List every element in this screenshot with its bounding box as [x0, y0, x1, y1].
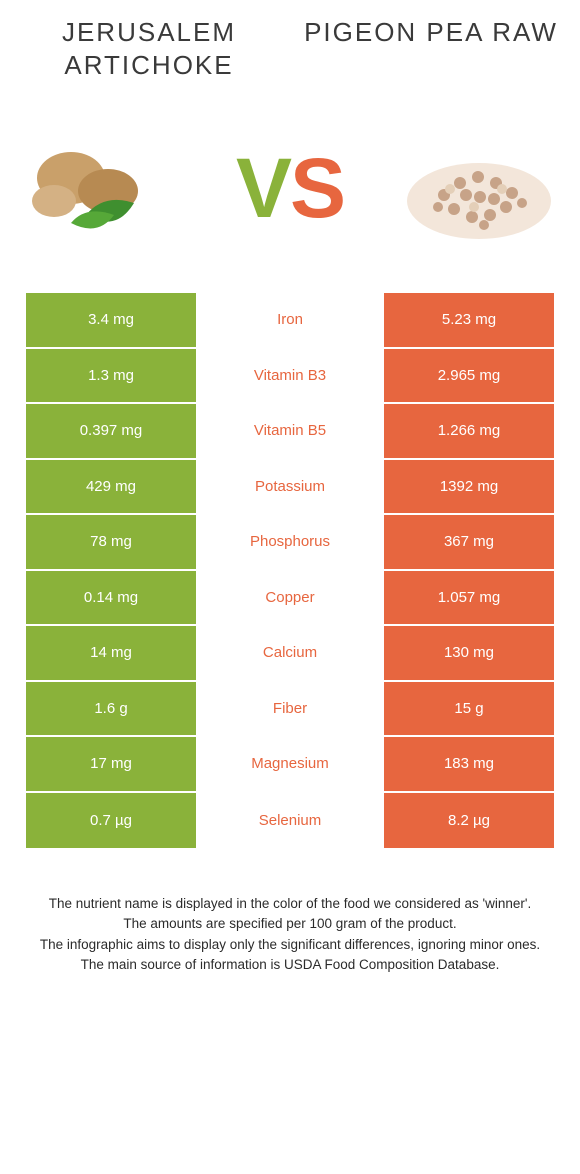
left-value: 14 mg	[26, 626, 196, 680]
footer-line: The infographic aims to display only the…	[36, 935, 544, 955]
table-row: 14 mgCalcium130 mg	[26, 626, 554, 682]
right-food-title: Pigeon Pea Raw	[290, 8, 572, 89]
right-value: 130 mg	[384, 626, 554, 680]
left-value: 1.6 g	[26, 682, 196, 736]
right-value: 15 g	[384, 682, 554, 736]
nutrient-name: Magnesium	[196, 737, 384, 791]
table-row: 0.14 mgCopper1.057 mg	[26, 571, 554, 627]
nutrient-name: Vitamin B3	[196, 349, 384, 403]
right-value: 1.057 mg	[384, 571, 554, 625]
right-value: 367 mg	[384, 515, 554, 569]
vs-v: V	[236, 140, 290, 237]
table-row: 3.4 mgIron5.23 mg	[26, 293, 554, 349]
nutrient-name: Calcium	[196, 626, 384, 680]
left-value: 0.397 mg	[26, 404, 196, 458]
footer-line: The main source of information is USDA F…	[36, 955, 544, 975]
left-value: 0.7 µg	[26, 793, 196, 849]
right-value: 183 mg	[384, 737, 554, 791]
table-row: 0.7 µgSelenium8.2 µg	[26, 793, 554, 849]
left-food-title: Jerusalem Artichoke	[8, 8, 290, 89]
table-row: 0.397 mgVitamin B51.266 mg	[26, 404, 554, 460]
left-value: 78 mg	[26, 515, 196, 569]
vs-row: VS	[8, 123, 572, 253]
vs-s: S	[290, 140, 344, 237]
left-value: 0.14 mg	[26, 571, 196, 625]
nutrient-name: Vitamin B5	[196, 404, 384, 458]
nutrient-table: 3.4 mgIron5.23 mg1.3 mgVitamin B32.965 m…	[8, 293, 572, 848]
table-row: 1.6 gFiber15 g	[26, 682, 554, 738]
right-value: 1.266 mg	[384, 404, 554, 458]
right-value: 5.23 mg	[384, 293, 554, 347]
right-value: 2.965 mg	[384, 349, 554, 403]
nutrient-name: Potassium	[196, 460, 384, 514]
left-food-image	[16, 123, 186, 253]
nutrient-name: Phosphorus	[196, 515, 384, 569]
header: Jerusalem Artichoke Pigeon Pea Raw	[8, 8, 572, 89]
table-row: 78 mgPhosphorus367 mg	[26, 515, 554, 571]
right-food-image	[394, 123, 564, 253]
right-value: 8.2 µg	[384, 793, 554, 849]
nutrient-name: Iron	[196, 293, 384, 347]
nutrient-name: Selenium	[196, 793, 384, 849]
table-row: 17 mgMagnesium183 mg	[26, 737, 554, 793]
table-row: 429 mgPotassium1392 mg	[26, 460, 554, 516]
right-value: 1392 mg	[384, 460, 554, 514]
footer-line: The nutrient name is displayed in the co…	[36, 894, 544, 914]
footer-line: The amounts are specified per 100 gram o…	[36, 914, 544, 934]
vs-label: VS	[236, 140, 344, 237]
table-row: 1.3 mgVitamin B32.965 mg	[26, 349, 554, 405]
left-value: 429 mg	[26, 460, 196, 514]
left-value: 1.3 mg	[26, 349, 196, 403]
footer-notes: The nutrient name is displayed in the co…	[8, 894, 572, 975]
left-value: 17 mg	[26, 737, 196, 791]
left-value: 3.4 mg	[26, 293, 196, 347]
nutrient-name: Copper	[196, 571, 384, 625]
nutrient-name: Fiber	[196, 682, 384, 736]
